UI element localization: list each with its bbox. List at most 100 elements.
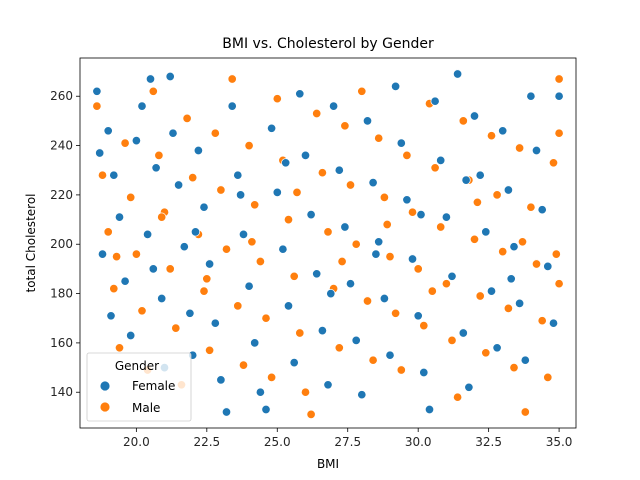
data-point-female — [233, 170, 243, 180]
data-point-male — [112, 252, 122, 262]
data-point-female — [114, 212, 125, 222]
data-point-male — [238, 360, 249, 370]
data-point-male — [509, 363, 519, 373]
data-point-male — [407, 207, 418, 217]
data-point-male — [267, 372, 277, 382]
data-point-male — [526, 202, 536, 212]
data-point-male — [554, 279, 564, 289]
data-point-male — [548, 158, 559, 168]
data-point-female — [250, 338, 260, 348]
data-point-male — [272, 94, 282, 104]
data-point-male — [458, 116, 468, 126]
data-point-male — [391, 308, 401, 318]
data-point-female — [458, 328, 468, 338]
data-point-female — [436, 155, 446, 165]
data-point-male — [492, 190, 502, 200]
x-axis: 20.0 22.5 25.0 27.5 30.0 32.5 35.0 — [123, 428, 572, 449]
legend-title: Gender — [115, 359, 159, 373]
data-point-female — [165, 71, 175, 82]
data-point-female — [413, 311, 423, 321]
data-point-female — [227, 101, 237, 111]
data-point-male — [120, 138, 130, 148]
y-tick-label: 140 — [50, 385, 73, 399]
data-point-female — [481, 227, 491, 237]
data-point-male — [554, 74, 564, 84]
data-point-male — [171, 323, 181, 333]
data-point-female — [261, 404, 271, 415]
data-point-female — [221, 407, 232, 417]
data-point-male — [202, 274, 212, 284]
x-tick-label: 30.0 — [405, 435, 432, 449]
data-point-female — [357, 390, 367, 400]
data-point-male — [334, 343, 344, 353]
data-point-male — [157, 212, 167, 222]
data-point-male — [427, 286, 437, 296]
data-point-male — [182, 113, 192, 123]
data-point-female — [486, 286, 497, 296]
data-point-female — [326, 289, 336, 299]
data-point-male — [255, 256, 265, 267]
data-point-female — [548, 318, 559, 328]
data-point-male — [92, 101, 102, 111]
data-point-male — [419, 321, 429, 331]
data-point-female — [537, 205, 547, 215]
data-point-female — [210, 318, 220, 328]
data-point-female — [179, 242, 189, 252]
data-point-female — [475, 170, 485, 180]
data-point-male — [498, 247, 508, 257]
data-point-female — [236, 190, 246, 200]
data-point-male — [472, 197, 482, 207]
data-point-female — [168, 128, 178, 138]
data-point-female — [329, 101, 339, 111]
data-point-female — [92, 86, 102, 96]
data-point-male — [368, 355, 378, 365]
data-point-male — [247, 237, 257, 247]
data-point-male — [362, 296, 373, 306]
data-point-female — [371, 249, 381, 259]
data-point-female — [345, 279, 356, 289]
data-point-female — [199, 202, 209, 212]
data-point-female — [351, 335, 361, 345]
chart-title: BMI vs. Cholesterol by Gender — [222, 36, 434, 52]
data-point-female — [205, 259, 215, 269]
data-point-male — [221, 244, 232, 254]
data-point-female — [323, 380, 333, 390]
points-layer — [92, 69, 564, 419]
data-point-female — [503, 185, 513, 195]
data-point-male — [148, 86, 158, 96]
data-point-male — [481, 348, 491, 358]
data-point-female — [368, 178, 378, 188]
data-point-male — [430, 163, 440, 173]
legend-box — [86, 352, 192, 422]
data-point-male — [469, 234, 480, 244]
data-point-male — [205, 345, 215, 355]
data-point-male — [323, 227, 333, 237]
data-point-female — [148, 264, 158, 274]
data-point-female — [283, 301, 294, 311]
data-point-female — [453, 69, 463, 79]
data-point-female — [126, 330, 136, 341]
y-tick-label: 260 — [50, 89, 73, 103]
data-point-female — [554, 91, 564, 101]
data-point-female — [419, 367, 429, 378]
data-point-female — [520, 355, 530, 365]
data-point-female — [464, 382, 474, 392]
data-point-male — [244, 141, 254, 151]
data-point-female — [379, 293, 389, 304]
data-point-female — [461, 175, 471, 185]
data-point-female — [238, 229, 249, 239]
data-point-female — [430, 96, 440, 106]
data-point-male — [312, 108, 322, 119]
data-point-female — [396, 138, 406, 148]
data-point-female — [157, 293, 167, 304]
data-point-female — [509, 242, 519, 252]
legend-marker-female — [99, 380, 111, 392]
legend: Gender Female Male — [86, 352, 192, 422]
data-point-female — [317, 326, 327, 336]
data-point-female — [109, 170, 119, 180]
data-point-female — [143, 229, 153, 239]
data-point-male — [503, 303, 513, 313]
data-point-male — [165, 264, 175, 274]
legend-marker-male — [99, 401, 111, 413]
